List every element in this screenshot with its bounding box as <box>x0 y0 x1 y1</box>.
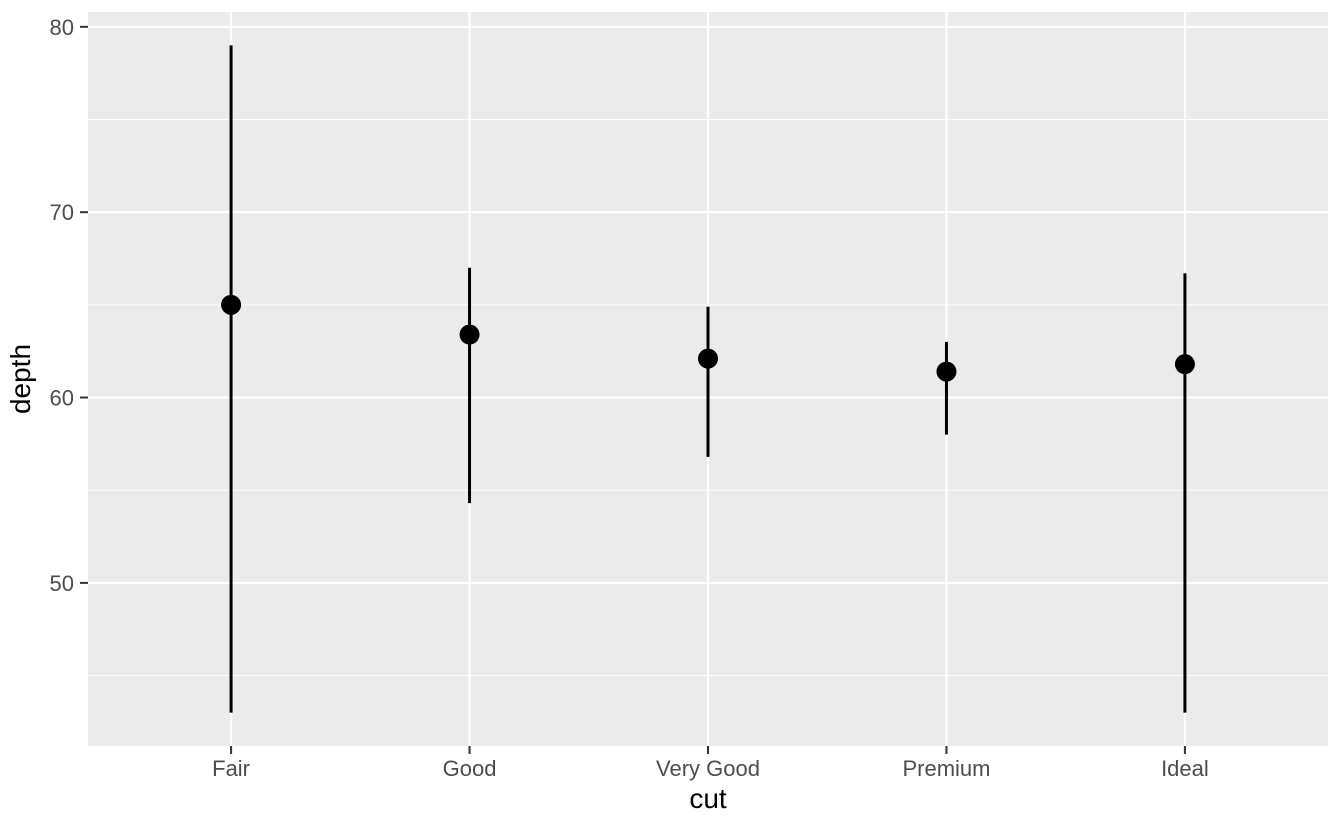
point-fair <box>221 294 242 315</box>
point-very-good <box>698 348 718 369</box>
pointrange-series <box>221 45 1195 713</box>
x-tick-label-very-good: Very Good <box>656 756 760 781</box>
x-tick-label-fair: Fair <box>212 756 250 781</box>
point-ideal <box>1174 354 1195 375</box>
x-tick-label-ideal: Ideal <box>1161 756 1209 781</box>
axes: 50 60 70 80 Fair Good Very Good Premium Ideal <box>50 15 1209 781</box>
y-axis-title: depth <box>5 344 36 414</box>
y-tick-label-50: 50 <box>50 571 74 596</box>
x-tick-label-premium: Premium <box>902 756 990 781</box>
y-tick-label-60: 60 <box>50 386 74 411</box>
y-tick-label-70: 70 <box>50 200 74 225</box>
y-tick-label-80: 80 <box>50 15 74 40</box>
x-axis-title: cut <box>689 783 727 814</box>
x-tick-label-good: Good <box>443 756 497 781</box>
point-good <box>459 324 480 345</box>
point-premium <box>936 361 957 382</box>
